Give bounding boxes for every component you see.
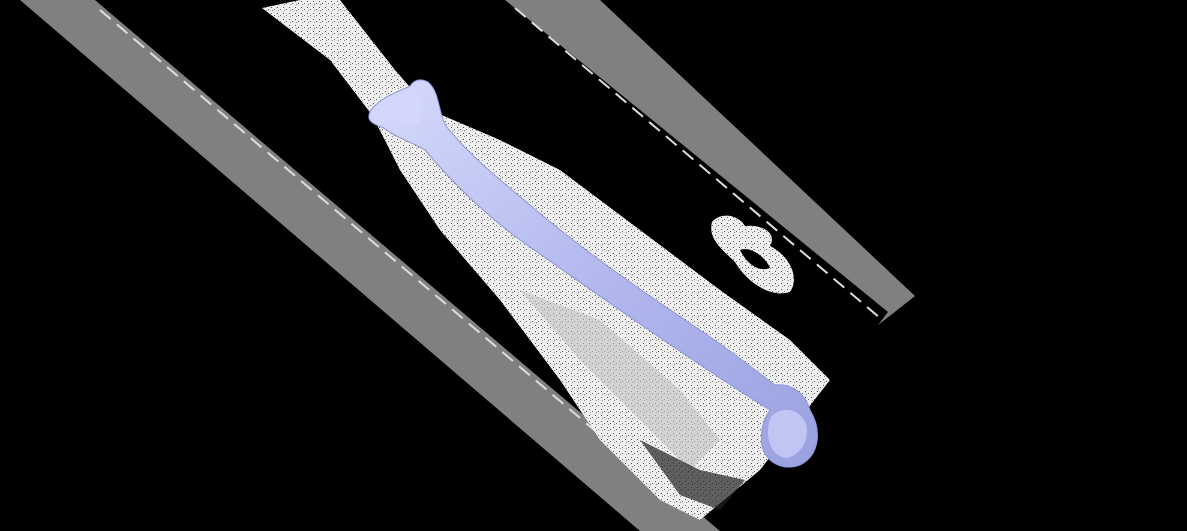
slice-edge-dash-right	[514, 7, 881, 319]
slice-frame	[20, 0, 720, 531]
bone-surface	[368, 79, 818, 468]
tissue-fragment-hole	[740, 249, 770, 270]
bone-head-highlight	[767, 409, 807, 458]
soft-tissue-dark-band	[520, 290, 720, 470]
bone-proximal-highlight	[384, 92, 423, 125]
tissue-shadow	[640, 440, 745, 510]
